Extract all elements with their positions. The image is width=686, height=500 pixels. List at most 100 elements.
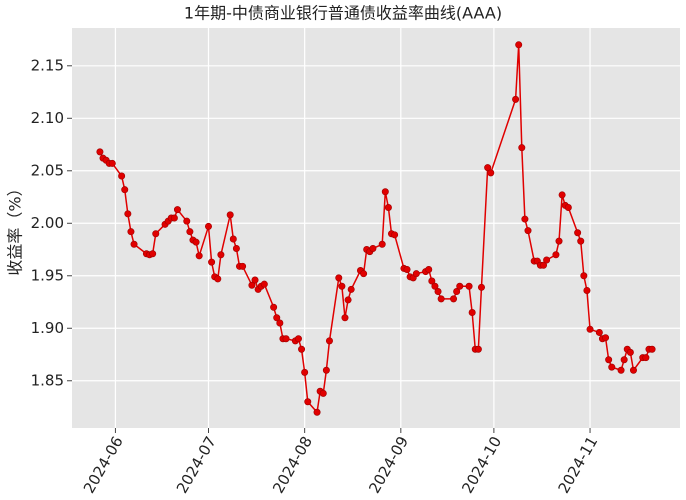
data-point bbox=[369, 244, 377, 252]
y-axis-label: 收益率（%） bbox=[6, 180, 25, 275]
data-point bbox=[412, 270, 420, 278]
data-point bbox=[130, 240, 138, 248]
data-point bbox=[208, 258, 216, 266]
data-point bbox=[183, 217, 191, 225]
y-tick-label: 2.10 bbox=[31, 109, 64, 127]
y-tick-label: 1.95 bbox=[31, 266, 64, 284]
data-point bbox=[108, 159, 116, 167]
data-point bbox=[403, 265, 411, 273]
data-point bbox=[173, 206, 181, 214]
data-point bbox=[229, 235, 237, 243]
data-point bbox=[118, 172, 126, 180]
data-point bbox=[319, 389, 327, 397]
data-point bbox=[518, 144, 526, 152]
data-point bbox=[626, 348, 634, 356]
data-point bbox=[282, 335, 290, 343]
x-tick-label: 2024-07 bbox=[173, 433, 220, 496]
plot-area bbox=[72, 28, 680, 428]
data-point bbox=[304, 398, 312, 406]
data-point bbox=[629, 366, 637, 374]
x-tick-label: 2024-06 bbox=[80, 433, 127, 496]
data-point bbox=[381, 188, 389, 196]
data-point bbox=[425, 265, 433, 273]
data-point bbox=[431, 282, 439, 290]
data-point bbox=[608, 363, 616, 371]
data-point bbox=[474, 345, 482, 353]
data-point bbox=[347, 285, 355, 293]
data-point bbox=[558, 191, 566, 199]
data-point bbox=[583, 286, 591, 294]
data-point bbox=[152, 230, 160, 238]
data-point bbox=[574, 229, 582, 237]
x-tick-label: 2024-09 bbox=[365, 433, 412, 496]
x-tick-label: 2024-11 bbox=[554, 433, 601, 496]
data-point bbox=[232, 244, 240, 252]
data-point bbox=[96, 148, 104, 156]
data-point bbox=[477, 283, 485, 291]
data-point bbox=[322, 366, 330, 374]
data-point bbox=[543, 256, 551, 264]
grid bbox=[72, 28, 680, 428]
data-point bbox=[391, 231, 399, 239]
data-point bbox=[428, 277, 436, 285]
y-tick-label: 1.85 bbox=[31, 371, 64, 389]
data-point bbox=[341, 314, 349, 322]
data-point bbox=[487, 169, 495, 177]
data-point bbox=[515, 41, 523, 49]
data-point bbox=[251, 276, 259, 284]
data-point bbox=[552, 251, 560, 259]
y-tick-label: 1.90 bbox=[31, 319, 64, 337]
data-point bbox=[378, 240, 386, 248]
data-point bbox=[437, 295, 445, 303]
y-tick-label: 2.15 bbox=[31, 56, 64, 74]
data-point bbox=[484, 164, 492, 172]
data-point bbox=[276, 319, 284, 327]
data-point bbox=[468, 309, 476, 317]
x-tick-label: 2024-08 bbox=[269, 433, 316, 496]
data-point bbox=[192, 238, 200, 246]
data-point bbox=[586, 325, 594, 333]
data-point bbox=[595, 328, 603, 336]
data-point bbox=[456, 282, 464, 290]
data-point bbox=[298, 345, 306, 353]
data-point bbox=[273, 314, 281, 322]
data-point bbox=[344, 296, 352, 304]
data-point bbox=[270, 303, 278, 311]
data-point bbox=[248, 281, 256, 289]
data-point bbox=[648, 345, 656, 353]
data-point bbox=[124, 210, 132, 218]
data-point bbox=[325, 337, 333, 345]
data-point bbox=[204, 222, 212, 230]
data-point bbox=[260, 280, 268, 288]
data-point bbox=[360, 270, 368, 278]
data-point bbox=[577, 237, 585, 245]
data-point bbox=[605, 356, 613, 364]
y-tick-label: 2.05 bbox=[31, 161, 64, 179]
data-point bbox=[453, 288, 461, 296]
data-point bbox=[149, 250, 157, 258]
data-point bbox=[642, 354, 650, 362]
data-point bbox=[564, 204, 572, 212]
chart-title: 1年期-中债商业银行普通债收益率曲线(AAA) bbox=[184, 4, 502, 23]
data-point bbox=[313, 408, 321, 416]
data-point bbox=[384, 204, 392, 212]
data-point bbox=[524, 227, 532, 235]
data-point bbox=[214, 275, 222, 283]
data-point bbox=[186, 228, 194, 236]
data-point bbox=[239, 262, 247, 270]
data-point bbox=[450, 295, 458, 303]
data-point bbox=[617, 366, 625, 374]
data-point bbox=[121, 186, 129, 194]
data-point bbox=[521, 215, 529, 223]
data-point bbox=[195, 252, 203, 260]
data-point bbox=[512, 95, 520, 103]
data-point bbox=[434, 288, 442, 296]
data-point bbox=[602, 334, 610, 342]
data-point bbox=[465, 282, 473, 290]
data-point bbox=[580, 272, 588, 280]
data-point bbox=[335, 274, 343, 282]
data-point bbox=[226, 211, 234, 219]
data-point bbox=[338, 282, 346, 290]
data-point bbox=[301, 368, 309, 376]
